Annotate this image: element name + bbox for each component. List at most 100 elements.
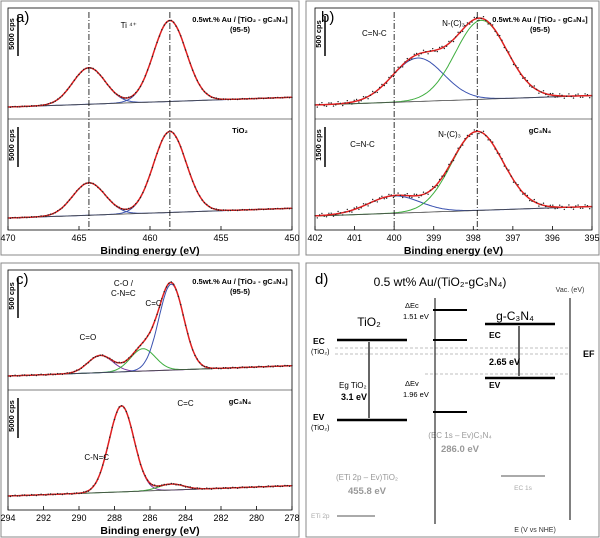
data-point	[137, 346, 139, 349]
data-point	[466, 134, 469, 137]
data-point	[469, 23, 471, 25]
data-point	[19, 495, 21, 497]
x-tick-label: 294	[0, 513, 15, 523]
data-point	[102, 77, 104, 79]
data-point	[21, 374, 23, 376]
data-point	[277, 96, 279, 99]
component-peak	[315, 19, 593, 106]
data-point	[168, 483, 170, 486]
data-point	[260, 485, 262, 488]
data-point	[265, 97, 267, 99]
data-point	[132, 94, 135, 97]
data-point	[111, 359, 113, 361]
data-point	[402, 66, 404, 68]
data-point	[90, 488, 92, 490]
data-point	[23, 216, 26, 218]
data-point	[144, 338, 146, 340]
data-point	[582, 96, 584, 99]
data-point	[203, 202, 206, 204]
data-point	[339, 212, 342, 214]
data-point	[9, 375, 12, 378]
scale-bar-label: 1500 cps	[314, 129, 323, 161]
data-point	[485, 135, 487, 137]
data-point	[330, 212, 332, 214]
data-point	[248, 208, 251, 211]
sample-label: gC₃N₄	[529, 126, 552, 135]
data-point	[270, 485, 272, 488]
data-point	[59, 96, 61, 99]
data-point	[559, 93, 561, 95]
data-point	[531, 86, 533, 88]
data-point	[323, 105, 325, 107]
data-point	[57, 372, 59, 375]
data-point	[203, 365, 206, 368]
data-point	[206, 487, 208, 489]
panel-border	[305, 0, 600, 256]
data-point	[258, 365, 260, 367]
data-point	[163, 483, 165, 486]
data-point	[156, 41, 158, 44]
data-point	[232, 98, 234, 100]
data-point	[33, 494, 35, 496]
data-point	[139, 196, 142, 199]
data-point	[78, 492, 80, 495]
x-tick-label: 402	[307, 233, 322, 243]
data-point	[85, 363, 87, 365]
data-point	[374, 200, 376, 202]
data-point	[156, 485, 158, 487]
data-point	[288, 97, 291, 99]
data-point	[191, 180, 194, 182]
data-point	[258, 485, 260, 487]
data-point	[251, 208, 253, 211]
data-point	[75, 76, 78, 78]
data-point	[213, 367, 215, 369]
data-point	[253, 209, 255, 211]
data-point	[244, 486, 246, 489]
data-point	[241, 366, 243, 368]
data-point	[165, 484, 168, 486]
data-point	[173, 283, 175, 285]
data-point	[215, 487, 217, 489]
ev-label: EV	[313, 412, 325, 422]
data-point	[281, 485, 284, 488]
data-point	[385, 82, 388, 84]
data-point	[253, 366, 255, 369]
data-point	[251, 366, 253, 368]
data-point	[28, 494, 30, 497]
data-point	[436, 50, 438, 53]
data-point	[208, 487, 210, 490]
data-point	[372, 90, 374, 93]
data-point	[104, 355, 106, 358]
data-point	[568, 204, 570, 206]
data-point	[277, 485, 279, 487]
data-point	[14, 216, 16, 219]
data-point	[577, 204, 579, 206]
data-point	[116, 205, 118, 208]
data-point	[9, 217, 12, 219]
data-point	[217, 209, 220, 211]
data-point	[189, 173, 191, 175]
data-point	[284, 364, 286, 367]
data-point	[161, 298, 163, 300]
data-point	[135, 445, 137, 447]
data-point	[362, 203, 365, 205]
data-point	[267, 485, 269, 487]
peak-annotation: C-O /	[114, 279, 134, 288]
data-point	[49, 373, 52, 375]
data-point	[68, 493, 71, 495]
data-point	[175, 484, 177, 486]
data-point	[234, 486, 236, 489]
data-point	[255, 366, 258, 368]
x-axis-label: Binding energy (eV)	[100, 245, 199, 256]
data-point	[262, 366, 265, 368]
data-point	[118, 94, 120, 97]
data-point	[248, 486, 251, 488]
peak-annotation: C-N=C	[84, 453, 109, 462]
x-axis-label: Binding energy (eV)	[100, 525, 199, 537]
data-point	[26, 495, 28, 497]
data-point	[337, 210, 339, 213]
core-label: EC 1s	[514, 485, 532, 492]
data-point	[545, 93, 547, 96]
data-point	[7, 375, 9, 377]
data-point	[165, 21, 168, 24]
